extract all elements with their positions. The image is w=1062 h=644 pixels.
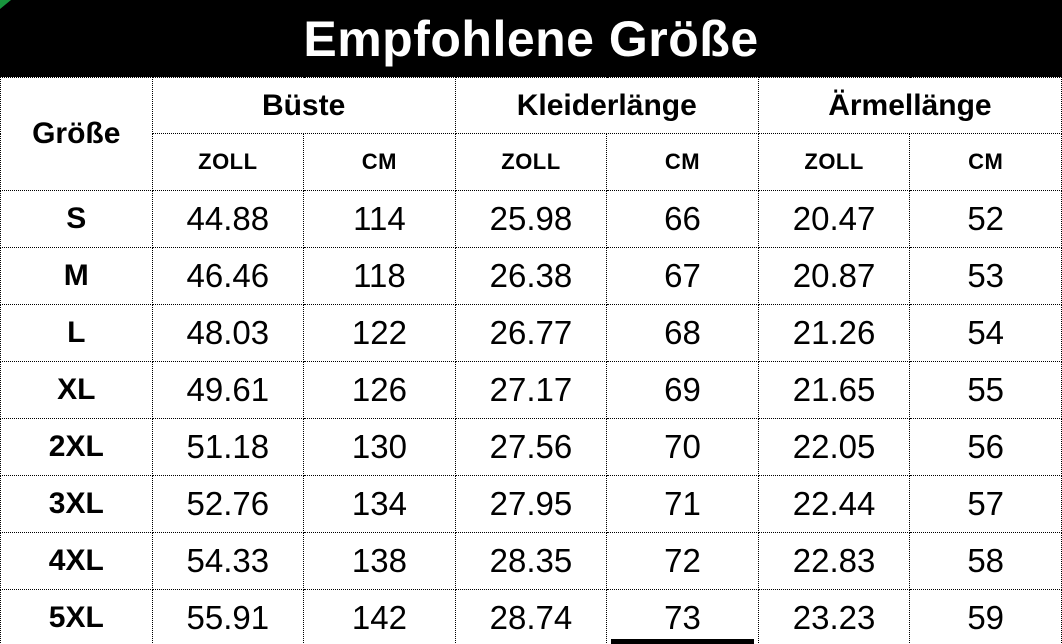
cell-dress-zoll: 26.77 [454,304,608,362]
cell-bust-zoll: 52.76 [151,475,305,533]
cell-bust-zoll: 46.46 [151,247,305,305]
cell-bust-zoll: 44.88 [151,190,305,248]
row-size-label: S [0,190,153,248]
cell-dress-zoll: 28.74 [454,589,608,644]
cell-bust-cm: 118 [303,247,456,305]
cell-sleeve-cm: 54 [909,304,1062,362]
cell-dress-cm: 69 [606,361,759,419]
cell-sleeve-zoll: 20.47 [757,190,911,248]
cell-sleeve-zoll: 23.23 [757,589,911,644]
cell-bust-zoll: 55.91 [151,589,305,644]
cell-bust-zoll: 51.18 [151,418,305,476]
column-header-dress-cm: CM [606,133,759,191]
cell-bust-zoll: 54.33 [151,532,305,590]
row-size-label: XL [0,361,153,419]
cell-dress-zoll: 27.17 [454,361,608,419]
cell-sleeve-cm: 58 [909,532,1062,590]
cell-bust-cm: 142 [303,589,456,644]
cell-sleeve-cm: 57 [909,475,1062,533]
table-row-4xl: 4XL 54.33 138 28.35 72 22.83 58 [0,532,1062,590]
table-row-xl: XL 49.61 126 27.17 69 21.65 55 [0,361,1062,419]
cell-bust-zoll: 48.03 [151,304,305,362]
title-bar: Empfohlene Größe [0,0,1062,77]
column-group-dress-length: Kleiderlänge [454,77,759,134]
table-row-3xl: 3XL 52.76 134 27.95 71 22.44 57 [0,475,1062,533]
row-size-label: L [0,304,153,362]
cell-bust-cm: 114 [303,190,456,248]
cell-dress-cm: 66 [606,190,759,248]
cell-sleeve-zoll: 20.87 [757,247,911,305]
cell-dress-zoll: 26.38 [454,247,608,305]
cell-sleeve-cm: 59 [909,589,1062,644]
table-row-5xl: 5XL 55.91 142 28.74 73 23.23 59 [0,589,1062,644]
cell-dress-cm: 71 [606,475,759,533]
next-section-peek-strip [611,639,754,644]
cell-dress-cm: 72 [606,532,759,590]
table-row-l: L 48.03 122 26.77 68 21.26 54 [0,304,1062,362]
cell-dress-cm: 67 [606,247,759,305]
cell-dress-cm: 70 [606,418,759,476]
cell-sleeve-cm: 55 [909,361,1062,419]
column-header-size: Größe [0,77,153,191]
cell-bust-cm: 134 [303,475,456,533]
cell-sleeve-zoll: 22.05 [757,418,911,476]
cell-dress-zoll: 27.95 [454,475,608,533]
row-size-label: M [0,247,153,305]
cell-sleeve-cm: 56 [909,418,1062,476]
column-header-sleeve-cm: CM [909,133,1062,191]
table-row-s: S 44.88 114 25.98 66 20.47 52 [0,190,1062,248]
cell-dress-zoll: 27.56 [454,418,608,476]
row-size-label: 3XL [0,475,153,533]
cell-sleeve-zoll: 21.65 [757,361,911,419]
cell-bust-cm: 126 [303,361,456,419]
row-size-label: 5XL [0,589,153,644]
table-body: S 44.88 114 25.98 66 20.47 52 M 46.46 11… [0,190,1062,644]
green-corner-triangle-icon [0,0,11,9]
unit-header-row: ZOLL CM ZOLL CM ZOLL CM [1,133,1062,191]
group-header-row: Größe Büste Kleiderlänge Ärmellänge [0,77,1062,191]
size-table: Größe Büste Kleiderlänge Ärmellänge ZOLL… [0,77,1062,644]
table-row-2xl: 2XL 51.18 130 27.56 70 22.05 56 [0,418,1062,476]
column-header-sleeve-zoll: ZOLL [757,133,911,191]
cell-bust-cm: 130 [303,418,456,476]
cell-dress-zoll: 25.98 [454,190,608,248]
cell-sleeve-zoll: 22.44 [757,475,911,533]
table-row-m: M 46.46 118 26.38 67 20.87 53 [0,247,1062,305]
cell-sleeve-cm: 52 [909,190,1062,248]
page-title: Empfohlene Größe [303,10,759,67]
column-group-bust: Büste [151,77,456,134]
cell-dress-cm: 68 [606,304,759,362]
cell-bust-cm: 138 [303,532,456,590]
cell-dress-zoll: 28.35 [454,532,608,590]
cell-sleeve-zoll: 22.83 [757,532,911,590]
column-header-bust-zoll: ZOLL [151,133,305,191]
column-group-sleeve-length: Ärmellänge [757,77,1062,134]
table-header: Größe Büste Kleiderlänge Ärmellänge ZOLL… [0,77,1062,191]
cell-bust-cm: 122 [303,304,456,362]
cell-sleeve-cm: 53 [909,247,1062,305]
row-size-label: 4XL [0,532,153,590]
column-header-bust-cm: CM [303,133,456,191]
column-header-dress-zoll: ZOLL [454,133,608,191]
cell-bust-zoll: 49.61 [151,361,305,419]
cell-sleeve-zoll: 21.26 [757,304,911,362]
row-size-label: 2XL [0,418,153,476]
cell-dress-cm: 73 [606,589,759,644]
